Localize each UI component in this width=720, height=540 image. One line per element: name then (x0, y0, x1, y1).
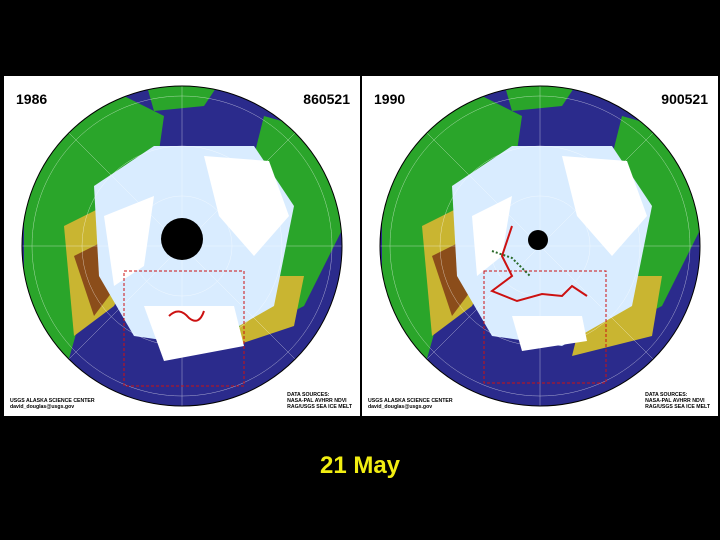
land-greenland-tip (144, 86, 224, 111)
date-caption: 21 May (319, 452, 401, 479)
dotted-line (491, 250, 531, 277)
credit-left: USGS ALASKA SCIENCE CENTER david_douglas… (10, 398, 95, 410)
melt-line (489, 225, 588, 303)
map-panel-1986: 1986 860521 USGS ALASKA SCIENCE CENTER d… (4, 76, 360, 416)
panel-date-code: 860521 (303, 91, 350, 107)
melt-line (168, 310, 205, 322)
panel-year: 1986 (16, 91, 48, 107)
map-panel-1990: 1990 900521 USGS ALASKA SCIENCE CENTER d… (362, 76, 718, 416)
pole-hole (528, 230, 548, 250)
map-outline (379, 85, 701, 407)
snow-alaska (512, 316, 587, 351)
panel-year: 1990 (374, 91, 406, 107)
snow-siberia (104, 196, 154, 286)
pole-hole (161, 218, 203, 260)
credit-right: DATA SOURCES: NASA-PAL AVHRR NDVI RAG/US… (287, 392, 352, 410)
arctic-map-1986 (21, 85, 343, 407)
arctic-map-1990 (379, 85, 701, 407)
panel-date-code: 900521 (661, 91, 708, 107)
map-outline (21, 85, 343, 407)
snow-alaska (144, 306, 244, 361)
region-box (123, 270, 245, 387)
credit-left: USGS ALASKA SCIENCE CENTER david_douglas… (368, 398, 453, 410)
region-box (483, 270, 607, 384)
snow-greenland (562, 156, 647, 256)
snow-greenland (204, 156, 289, 256)
credit-right: DATA SOURCES: NASA-PAL AVHRR NDVI RAG/US… (645, 392, 710, 410)
land-greenland-tip (502, 86, 582, 111)
